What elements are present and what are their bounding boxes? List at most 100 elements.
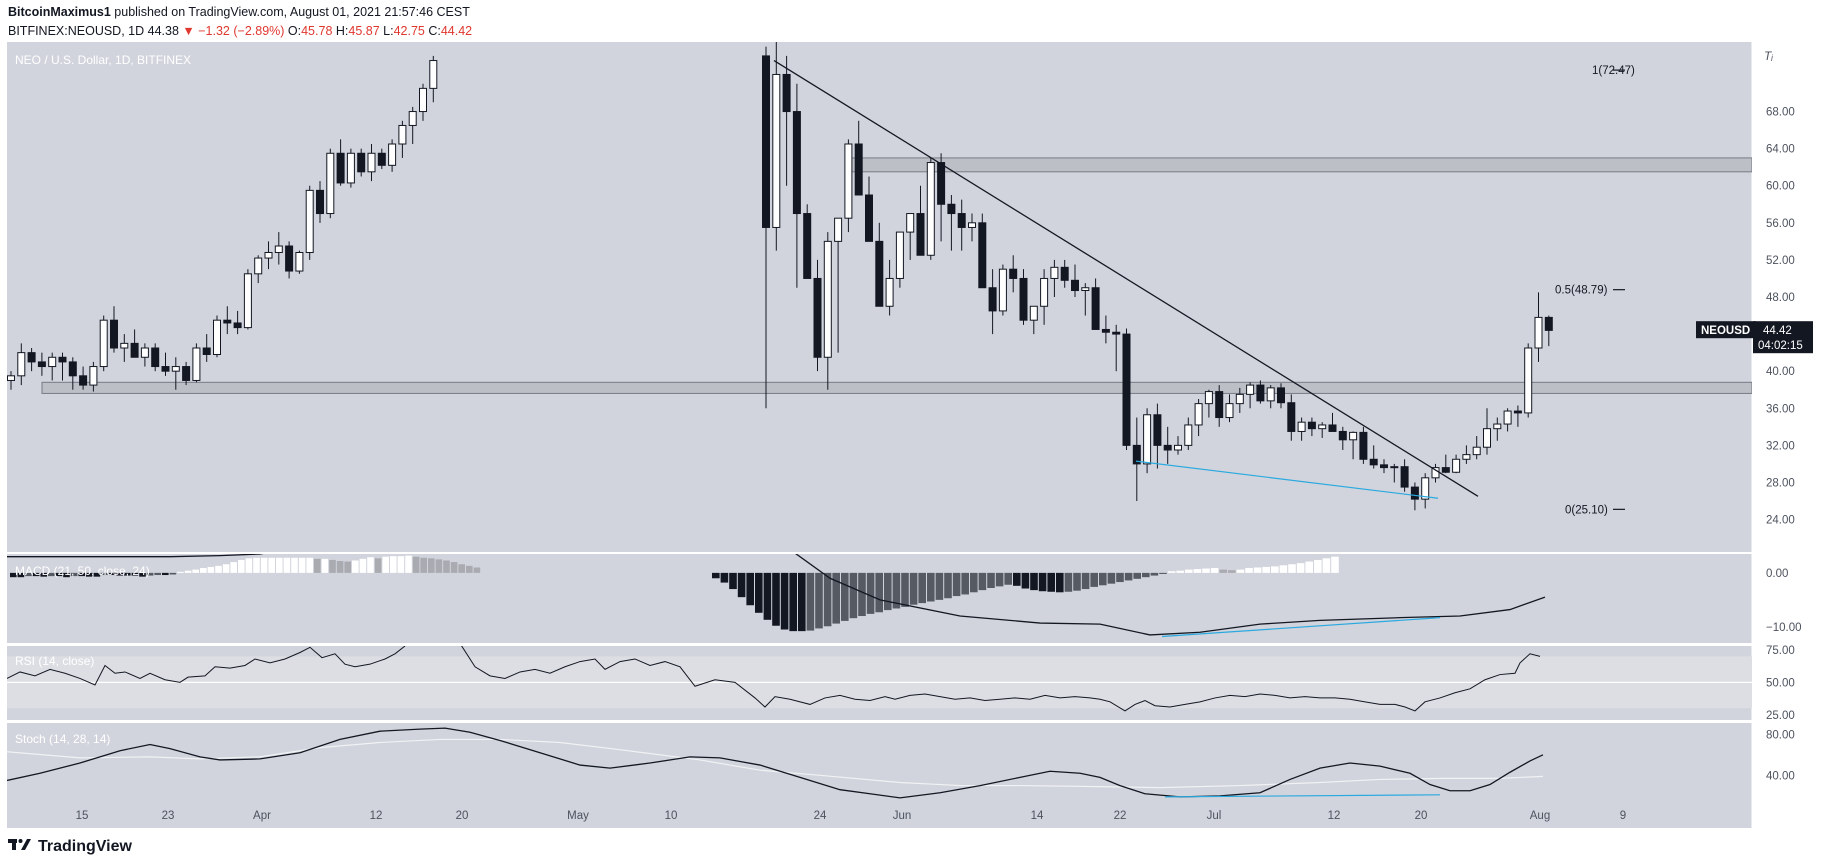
price-axis-tick: 60.00 [1766, 181, 1795, 193]
candle [1410, 482, 1419, 511]
macd-histogram-bar [124, 572, 131, 576]
macd-histogram-bar [139, 572, 146, 577]
candle [254, 255, 263, 284]
macd-histogram-bar [192, 569, 199, 573]
candle [937, 153, 946, 242]
candle [1513, 405, 1522, 427]
macd-histogram-bar [428, 558, 435, 573]
rsi-axis-tick: 50.00 [1766, 677, 1795, 689]
candle [792, 83, 801, 288]
price-tag-countdown: 04:02:15 [1758, 340, 1803, 352]
publish-line: BitcoinMaximus1 published on TradingView… [8, 4, 472, 21]
rsi-axis-tick: 75.00 [1766, 645, 1795, 657]
macd-histogram-bar [901, 572, 909, 607]
macd-histogram-bar [268, 557, 275, 573]
candle [916, 185, 925, 256]
time-axis-tick: Jul [1207, 810, 1222, 822]
macd-histogram-bar [169, 572, 177, 575]
stoch-divergence-line [1164, 794, 1441, 798]
macd-histogram-bar [344, 561, 351, 573]
macd-histogram-bar [1142, 572, 1150, 578]
macd-histogram-bar [1331, 556, 1339, 573]
macd-histogram-bar [10, 572, 17, 578]
macd-histogram-bar [935, 572, 944, 600]
macd-histogram-bar [832, 572, 840, 624]
candle [233, 310, 242, 335]
log-scale-icon: Tᵢ [1764, 49, 1773, 63]
candle [968, 213, 976, 242]
candle [316, 181, 324, 223]
candle [1215, 385, 1224, 427]
candle [161, 352, 170, 376]
macd-label: MACD (21, 50, close, 24) [15, 564, 150, 578]
chart-header: BitcoinMaximus1 published on TradingView… [8, 4, 472, 40]
candle [782, 55, 791, 186]
macd-histogram-bar [823, 572, 832, 627]
macd-histogram-bar [737, 572, 746, 598]
price-axis-tick: 24.00 [1766, 515, 1795, 527]
chart-title: NEO / U.S. Dollar, 1D, BITFINEX [15, 53, 191, 67]
candle [803, 204, 812, 279]
candle [1483, 408, 1491, 455]
rsi-axis-tick: 25.00 [1766, 710, 1795, 722]
macd-histogram-bar [1013, 572, 1021, 586]
time-axis-tick: 20 [456, 810, 469, 822]
candle [1400, 459, 1409, 492]
bullish-divergence-line [1135, 460, 1439, 499]
macd-histogram-bar [1056, 572, 1064, 593]
candle [223, 306, 232, 335]
macd-histogram-bar [397, 556, 405, 573]
candle [813, 259, 822, 372]
candle [998, 264, 1007, 316]
macd-histogram-bar [970, 572, 978, 593]
candle [120, 334, 129, 362]
macd-histogram-bar [40, 572, 47, 577]
candle [1534, 292, 1543, 362]
publish-info: published on TradingView.com, August 01,… [114, 5, 470, 19]
macd-histogram-bar [298, 557, 306, 573]
rsi-line [461, 646, 1541, 712]
time-axis-tick: 9 [1620, 810, 1626, 822]
candle [305, 185, 314, 260]
candle [926, 157, 935, 260]
macd-histogram-bar [806, 572, 815, 631]
candle [844, 139, 853, 233]
candle [295, 250, 304, 274]
macd-histogram-bar [245, 558, 253, 573]
time-axis-tick: 12 [1328, 810, 1341, 822]
tradingview-logo[interactable]: TradingView [8, 837, 132, 856]
macd-histogram-bar [420, 557, 427, 573]
macd-histogram-bar [1219, 569, 1227, 573]
macd-histogram-bar [352, 560, 359, 573]
macd-histogram-bar [466, 565, 473, 573]
rsi-line [7, 646, 406, 686]
candle [89, 361, 98, 392]
high-value: 45.87 [348, 24, 380, 38]
candle [264, 241, 273, 270]
price-axis-tick: 48.00 [1766, 292, 1795, 304]
candle [1462, 445, 1471, 464]
candle [398, 120, 407, 158]
macd-histogram-bar [1064, 572, 1073, 592]
price-change: −1.32 (−2.89%) [198, 24, 285, 38]
chart-area[interactable]: 24.0028.0032.0036.0040.0044.0048.0052.00… [0, 0, 1828, 830]
candle [377, 148, 386, 170]
candle [79, 366, 88, 390]
time-axis-tick: Aug [1530, 810, 1550, 822]
candle [1380, 459, 1388, 474]
macd-histogram-bar [815, 572, 823, 629]
time-axis-tick: May [567, 810, 589, 822]
macd-histogram-bar [154, 572, 161, 576]
candle [1524, 343, 1533, 418]
candle [1122, 328, 1131, 450]
macd-histogram-bar [961, 572, 969, 595]
macd-histogram-bar [70, 572, 78, 577]
macd-histogram-bar [944, 572, 952, 599]
candle [243, 269, 252, 330]
candle [1307, 417, 1316, 437]
author-name[interactable]: BitcoinMaximus1 [8, 5, 111, 19]
candle [854, 120, 863, 196]
macd-histogram-bar [1099, 572, 1107, 586]
time-axis-tick: 10 [665, 810, 678, 822]
price-tag-price: 44.42 [1763, 325, 1792, 337]
